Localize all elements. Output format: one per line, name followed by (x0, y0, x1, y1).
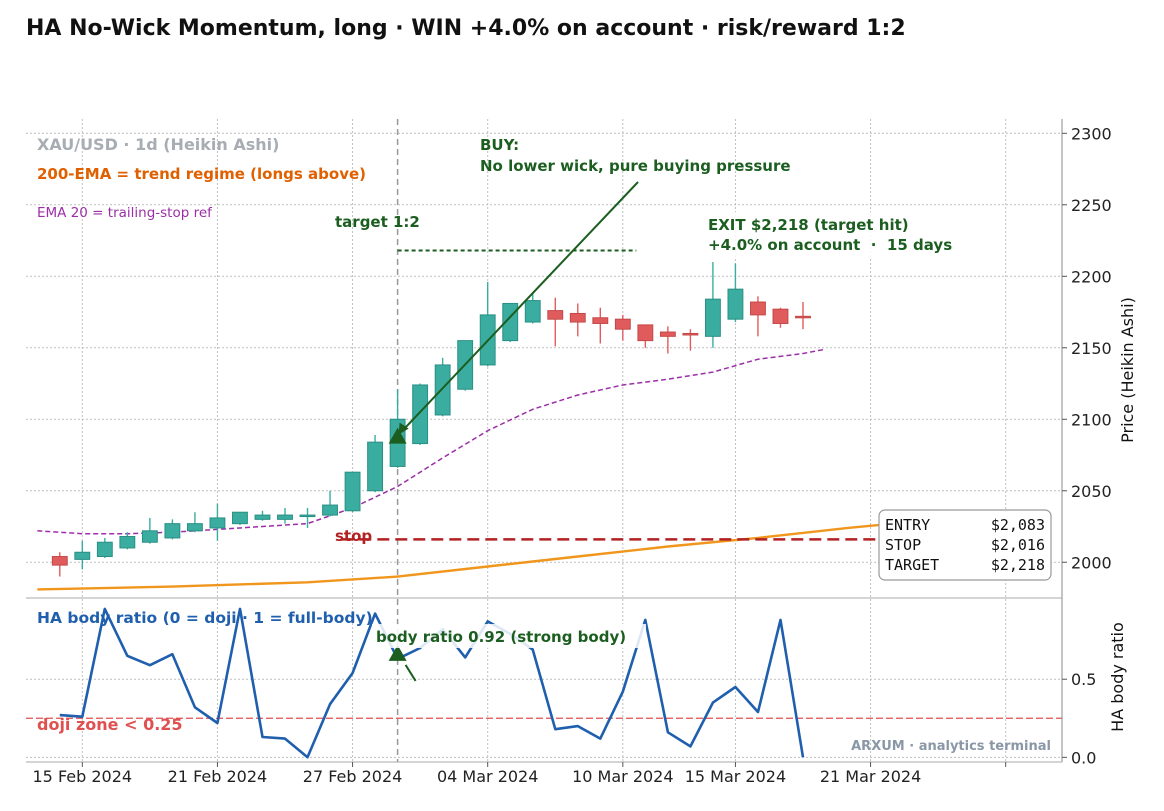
candle-body (704, 298, 721, 337)
trade-stop-value: $2,016 (991, 536, 1045, 554)
x-tick-label: 21 Mar 2024 (820, 767, 921, 786)
x-tick-label: 27 Feb 2024 (303, 767, 403, 786)
ratio-title: HA body ratio (0 = doji · 1 = full-body) (37, 609, 373, 627)
candle-body (141, 530, 158, 543)
x-tick-label: 21 Feb 2024 (168, 767, 268, 786)
x-tick-label: 15 Feb 2024 (33, 767, 133, 786)
trade-stop-key: STOP (885, 536, 921, 554)
candle-body (412, 384, 429, 445)
candle-body (74, 551, 91, 560)
candle-body (614, 318, 631, 330)
ratio-y-tick-label: 0.0 (1071, 748, 1096, 767)
exit-label: EXIT $2,218 (target hit) (708, 216, 909, 234)
candle-body (299, 514, 316, 518)
price-y-tick-label: 2250 (1071, 196, 1112, 215)
doji-label: doji zone < 0.25 (37, 715, 183, 734)
candle-body (277, 514, 293, 520)
x-tick-label: 04 Mar 2024 (437, 767, 538, 786)
candle-body (232, 511, 248, 525)
candle-body (96, 541, 113, 558)
trade-entry-key: ENTRY (885, 516, 930, 534)
candle-body (367, 441, 384, 492)
ratio-y-tick-label: 0.5 (1071, 670, 1096, 689)
exit-label-bg (702, 212, 986, 258)
candle-body (795, 315, 811, 319)
ema20-line (37, 348, 826, 535)
candle-body (51, 556, 68, 566)
ratio-entry-marker (388, 644, 407, 661)
ratio-annotation: body ratio 0.92 (strong body) (376, 628, 626, 646)
buy-arrow (400, 181, 639, 433)
candle-body (209, 517, 226, 529)
candle-body (322, 504, 338, 516)
candle-body (750, 301, 766, 316)
candle-body (592, 317, 609, 324)
buy-arrow-head (398, 422, 409, 435)
ema200-line (37, 522, 894, 591)
ratio-annotation-arrow (404, 664, 417, 682)
price-y-tick-label: 2200 (1071, 267, 1112, 286)
candle-body (119, 536, 136, 549)
ratio-annotation-bg (372, 624, 646, 648)
candle-body (344, 471, 361, 512)
candle-body (772, 308, 789, 324)
price-y-tick-label: 2300 (1071, 124, 1112, 143)
buy-label: BUY: (480, 136, 519, 154)
candle-body (569, 312, 586, 323)
buy-note: No lower wick, pure buying pressure (480, 157, 791, 175)
candle-body (682, 332, 699, 336)
exit-result: +4.0% on account · 15 days (708, 236, 952, 254)
price-y-label: Price (Heikin Ashi) (1118, 297, 1137, 443)
candle-body (254, 514, 271, 520)
candle-body (637, 324, 654, 342)
ema20-label: EMA 20 = trailing-stop ref (37, 205, 213, 221)
trade-info-box (878, 509, 1052, 581)
candle-body (434, 364, 451, 416)
candle-body (524, 300, 541, 323)
candle-body (659, 331, 676, 337)
target-label: target 1:2 (335, 213, 420, 231)
ratio-y-label: HA body ratio (1108, 622, 1127, 732)
chart-title: HA No-Wick Momentum, long · WIN +4.0% on… (26, 16, 906, 41)
price-y-tick-label: 2150 (1071, 339, 1112, 358)
stop-label: stop (335, 527, 372, 545)
trade-target-key: TARGET (885, 556, 939, 574)
buy-marker (388, 427, 407, 444)
trade-entry-value: $2,083 (991, 516, 1045, 534)
trade-target-value: $2,218 (991, 556, 1045, 574)
candle-body (547, 310, 564, 320)
x-tick-label: 15 Mar 2024 (685, 767, 786, 786)
price-y-tick-label: 2100 (1071, 410, 1112, 429)
ema200-label: 200-EMA = trend regime (longs above) (37, 165, 366, 183)
candle-body (186, 523, 203, 532)
price-y-tick-label: 2050 (1071, 482, 1112, 501)
symbol-label: XAU/USD · 1d (Heikin Ashi) (37, 135, 279, 154)
candle-body (164, 523, 181, 539)
x-tick-label: 10 Mar 2024 (572, 767, 673, 786)
price-y-tick-label: 2000 (1071, 553, 1112, 572)
candle-body (727, 288, 744, 320)
watermark: ARXUM · analytics terminal (851, 739, 1051, 754)
